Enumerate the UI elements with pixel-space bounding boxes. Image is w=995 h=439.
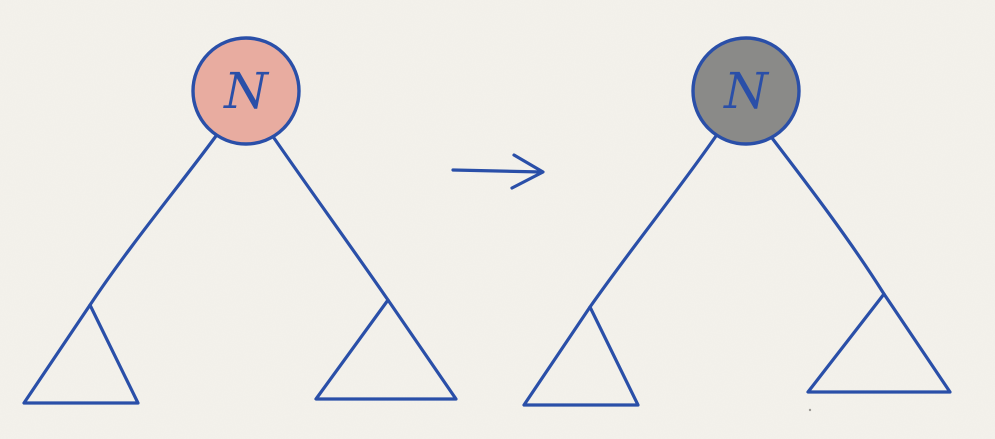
transform-arrow (451, 153, 545, 190)
before-right-subtree (314, 298, 458, 401)
after-left-subtree (522, 305, 640, 407)
after-node-label: N (723, 62, 770, 120)
before-left-edge (88, 134, 218, 307)
arrow-head (510, 153, 545, 190)
before-left-subtree (22, 303, 140, 405)
before-node-circle (191, 36, 301, 146)
after-node: N (691, 36, 801, 146)
after-node-circle (691, 36, 801, 146)
arrow-shaft (451, 168, 544, 174)
after-tree (522, 134, 952, 407)
after-right-edge (770, 136, 886, 296)
before-node-label: N (223, 62, 270, 120)
before-tree (22, 134, 458, 405)
paper-speck (808, 408, 812, 412)
before-right-edge (272, 136, 390, 302)
before-node: N (191, 36, 301, 146)
after-left-edge (588, 134, 718, 309)
after-right-subtree (806, 292, 952, 394)
